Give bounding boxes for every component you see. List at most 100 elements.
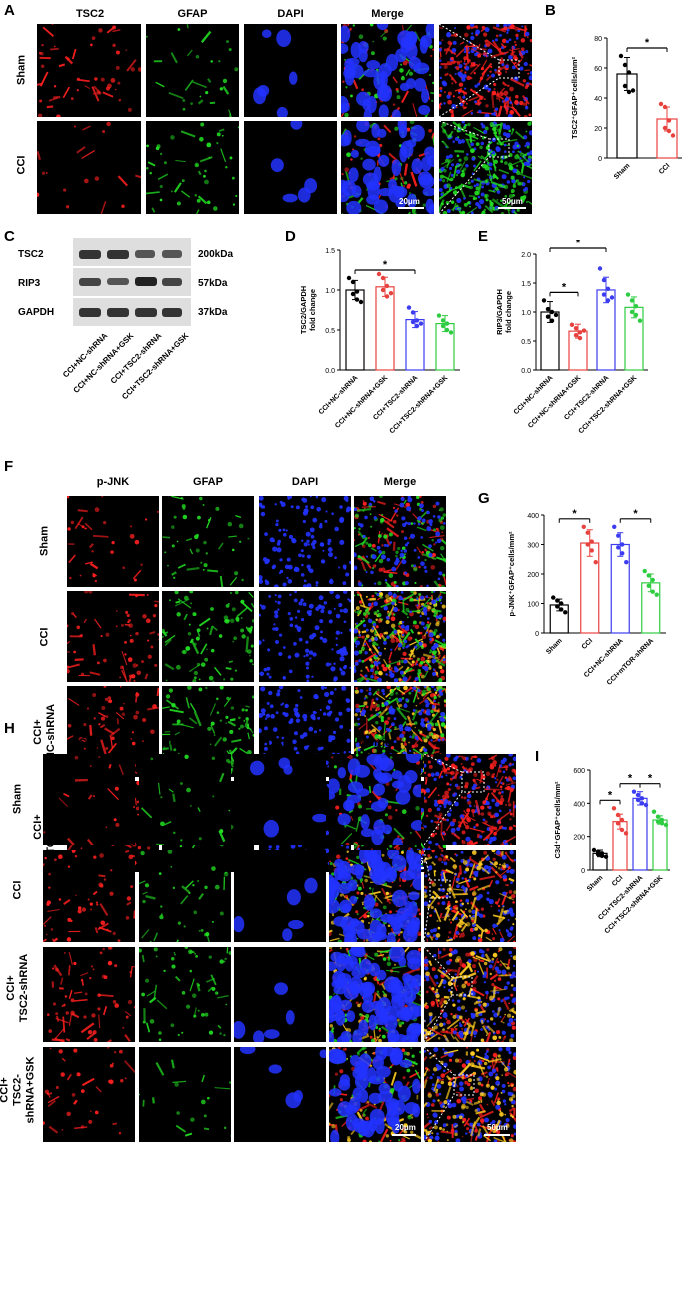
data-point-0 (549, 318, 555, 323)
band-size-gapdh: 37kDa (198, 307, 228, 318)
micrograph-h-cci-tsc2-merge (329, 947, 421, 1042)
data-point-3 (637, 318, 643, 323)
micrograph-h-cci-dapi (234, 850, 326, 942)
band-rip3-lane3 (135, 277, 157, 286)
data-point-0 (541, 298, 547, 303)
data-point-0 (603, 854, 609, 859)
y-tick-label: 200 (573, 835, 585, 842)
micrograph-h-cci-tsc2-gsk-merge (329, 1047, 421, 1142)
y-tick-label: 1.5 (325, 248, 335, 255)
micrograph-h-cci-tsc2-gsk-dapi (234, 1047, 326, 1142)
scale-label-a-50um: 50μm (502, 197, 523, 206)
y-tick-label: 400 (573, 801, 585, 808)
data-point-2 (620, 551, 625, 556)
micrograph-h-cci-tsc2-overview (424, 947, 516, 1042)
bar-3 (652, 819, 668, 871)
y-tick-label: 0.0 (521, 368, 531, 375)
data-point-0 (553, 312, 559, 318)
micrograph-a-sham-gfap (146, 24, 239, 117)
data-point-1 (388, 291, 394, 296)
y-tick-label: 600 (573, 768, 585, 775)
significance-star: * (645, 37, 650, 49)
data-point-1 (585, 530, 590, 535)
chart-g: 0 100 200 300 400 p-JNK⁺GFAP⁺cells/mm² Sham CCI… (507, 508, 666, 687)
data-point-2 (605, 286, 611, 291)
data-point-3 (646, 573, 651, 578)
row-label-f-cci: CCI (38, 627, 51, 647)
x-tick-label: CCI (658, 162, 672, 176)
data-point-2 (620, 542, 625, 547)
data-point-0 (595, 851, 601, 857)
micrograph-h-cci-c3d (43, 850, 135, 942)
micrograph-f-sham-pjnk (67, 496, 159, 587)
data-point-3 (650, 589, 655, 594)
data-point-1 (577, 330, 583, 335)
data-point-3 (663, 822, 669, 828)
data-point-2 (635, 797, 641, 803)
data-point-1 (380, 287, 386, 293)
data-point-1 (666, 128, 672, 134)
data-point-1 (573, 326, 579, 331)
scale-bar-a-50um (498, 207, 526, 209)
micrograph-a-sham-merge (341, 24, 434, 117)
micrograph-h-cci-tsc2-gsk-c3d (43, 1047, 135, 1142)
micrograph-h-cci-tsc2-gsk-gfap (139, 1047, 231, 1142)
data-point-2 (624, 560, 629, 565)
col-header-gfap-h: GFAP (170, 737, 200, 749)
data-point-2 (597, 266, 603, 271)
panel-label-b: B (545, 2, 556, 19)
micrograph-h-cci-tsc2-c3d (43, 947, 135, 1042)
data-point-2 (639, 801, 645, 806)
data-point-3 (642, 568, 647, 574)
significance-star: * (562, 281, 567, 293)
scale-bar-h-50um (484, 1134, 510, 1136)
micrograph-a-sham-tsc2 (37, 24, 141, 117)
data-point-1 (581, 524, 586, 529)
chart-b: 0 20 40 60 80 TSC2⁺GFAP⁺cells/mm² Sham CCI * (570, 36, 682, 181)
data-point-1 (585, 542, 590, 547)
data-point-2 (410, 319, 416, 325)
micrograph-h-sham-c3d (43, 754, 135, 845)
row-label-h-sham: Sham (11, 784, 24, 814)
panel-label-f: F (4, 458, 14, 475)
scale-bar-h-20um (392, 1134, 416, 1136)
scale-label-a-20um: 20μm (399, 197, 420, 206)
y-tick-label: 40 (594, 96, 602, 103)
band-rip3-lane1 (79, 278, 101, 286)
micrograph-f-sham-gfap (162, 496, 254, 587)
y-tick-label: 1.0 (325, 288, 335, 295)
data-point-2 (609, 295, 615, 300)
row-label-h-cci-tsc2: CCI+ TSC2-shRNA (5, 953, 30, 1023)
data-point-0 (591, 847, 597, 853)
data-point-3 (629, 298, 635, 303)
lane-labels: CCI+NC-shRNA CCI+NC-shRNA+GSK CCI+TSC2-s… (61, 331, 190, 401)
col-header-merge-h: Merge (358, 737, 392, 749)
data-point-3 (633, 312, 639, 318)
data-point-1 (662, 104, 668, 110)
col-header-gfap-f: GFAP (193, 476, 223, 488)
lane-label-1: CCI+NC-shRNA (61, 331, 109, 379)
data-point-0 (549, 309, 555, 315)
y-axis-label: TSC2⁺GFAP⁺cells/mm² (570, 56, 579, 139)
data-point-3 (650, 577, 655, 583)
data-point-0 (354, 289, 360, 294)
panel-label-e: E (478, 228, 489, 245)
data-point-2 (616, 533, 621, 538)
significance-star: * (628, 773, 633, 785)
data-point-1 (623, 831, 629, 836)
data-point-2 (635, 792, 641, 798)
y-tick-label: 1.5 (521, 281, 531, 288)
micrograph-f-cci-pjnk (67, 591, 159, 682)
data-point-1 (581, 328, 587, 333)
y-tick-label: 200 (527, 572, 539, 579)
data-point-3 (659, 821, 665, 826)
lane-label-3: CCI+TSC2-shRNA (109, 331, 164, 386)
data-point-0 (559, 607, 564, 612)
data-point-0 (354, 297, 360, 302)
data-point-1 (593, 560, 598, 565)
data-point-1 (384, 294, 390, 299)
row-label-sham: Sham (15, 55, 28, 85)
panel-label-c: C (4, 228, 15, 245)
micrograph-h-cci-tsc2-gsk-overview (424, 1047, 516, 1142)
